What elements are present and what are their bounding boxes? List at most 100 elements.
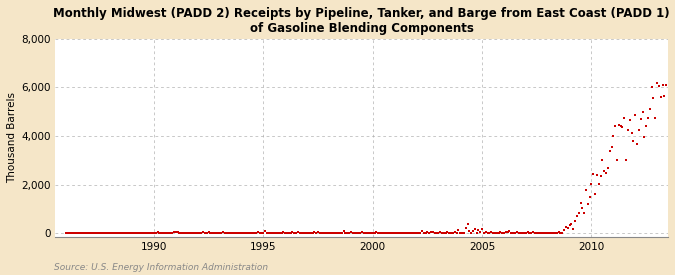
Point [524, 230, 535, 235]
Point [138, 231, 148, 235]
Point [110, 230, 121, 235]
Point [94, 231, 105, 235]
Point [646, 85, 657, 89]
Point [159, 231, 170, 235]
Point [513, 231, 524, 235]
Point [639, 135, 650, 139]
Point [431, 230, 442, 235]
Point [267, 231, 278, 235]
Point [603, 166, 614, 170]
Point [506, 231, 516, 235]
Point [214, 231, 225, 235]
Point [286, 231, 296, 235]
Point [112, 231, 123, 235]
Point [183, 231, 194, 235]
Point [645, 106, 655, 111]
Point [482, 231, 493, 235]
Point [562, 226, 573, 230]
Point [455, 230, 466, 235]
Point [588, 172, 599, 177]
Point [178, 231, 188, 235]
Point [140, 231, 151, 235]
Point [591, 172, 602, 177]
Point [180, 231, 190, 235]
Point [358, 231, 369, 235]
Point [557, 231, 568, 235]
Point [115, 231, 126, 235]
Point [250, 231, 261, 235]
Point [570, 219, 580, 223]
Point [284, 231, 294, 235]
Point [74, 230, 84, 235]
Point [568, 226, 578, 231]
Point [107, 231, 117, 235]
Point [83, 231, 94, 235]
Point [531, 231, 542, 235]
Point [577, 206, 588, 210]
Point [391, 231, 402, 235]
Point [564, 222, 575, 227]
Point [471, 231, 482, 235]
Point [252, 230, 263, 235]
Text: Source: U.S. Energy Information Administration: Source: U.S. Energy Information Administ… [54, 263, 268, 272]
Point [125, 231, 136, 235]
Point [566, 222, 577, 226]
Point [258, 231, 269, 235]
Point [595, 174, 606, 178]
Point [635, 117, 646, 122]
Point [542, 231, 553, 235]
Point [389, 231, 400, 235]
Point [408, 231, 418, 235]
Point [294, 231, 305, 235]
Point [245, 230, 256, 235]
Point [406, 231, 416, 235]
Point [650, 116, 661, 120]
Point [628, 139, 639, 143]
Point [424, 231, 435, 235]
Point [119, 231, 130, 235]
Point [586, 182, 597, 186]
Point [229, 231, 240, 235]
Point [66, 231, 77, 235]
Point [382, 231, 393, 235]
Point [218, 230, 229, 234]
Point [530, 231, 541, 235]
Point [508, 231, 518, 235]
Point [194, 231, 205, 235]
Point [375, 231, 385, 235]
Point [464, 229, 475, 233]
Point [373, 230, 383, 235]
Point [320, 231, 331, 235]
Point [621, 157, 632, 162]
Point [418, 231, 429, 235]
Point [287, 230, 298, 234]
Point [309, 230, 320, 235]
Point [185, 230, 196, 235]
Point [103, 231, 114, 235]
Point [601, 171, 612, 175]
Point [548, 231, 559, 235]
Point [369, 230, 380, 235]
Point [555, 231, 566, 235]
Point [610, 123, 620, 128]
Point [462, 222, 473, 226]
Point [72, 231, 83, 235]
Point [344, 231, 354, 235]
Point [475, 230, 486, 234]
Point [221, 231, 232, 235]
Point [209, 231, 219, 235]
Point [225, 231, 236, 235]
Point [515, 230, 526, 235]
Y-axis label: Thousand Barrels: Thousand Barrels [7, 92, 17, 183]
Point [661, 82, 672, 87]
Point [479, 231, 489, 235]
Point [653, 84, 664, 89]
Point [81, 231, 92, 235]
Point [539, 231, 549, 235]
Point [163, 231, 174, 235]
Point [624, 118, 635, 122]
Point [249, 231, 260, 235]
Point [192, 231, 203, 235]
Point [88, 231, 99, 235]
Point [484, 230, 495, 235]
